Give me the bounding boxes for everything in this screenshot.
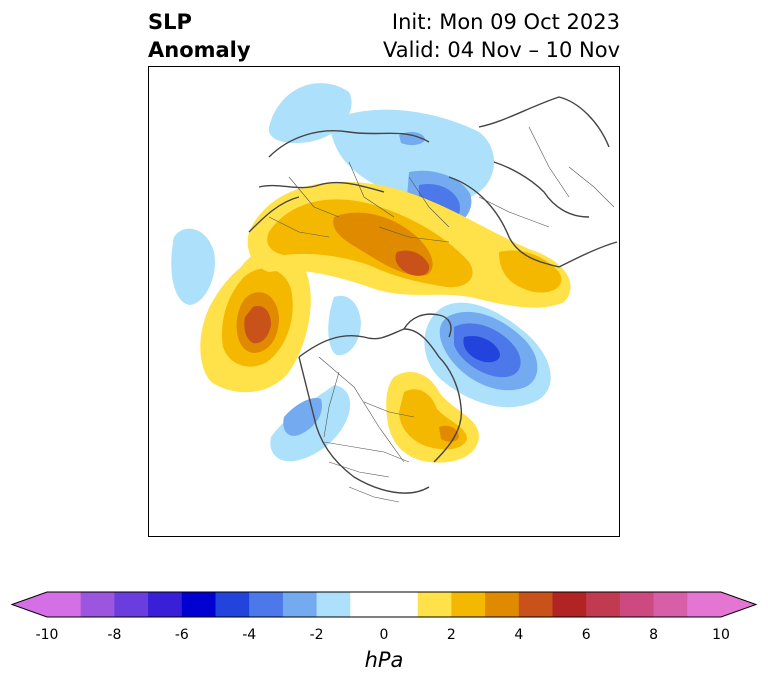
colorbar-tick-label: 10 bbox=[712, 627, 730, 643]
colorbar-tick-label: -6 bbox=[174, 627, 189, 643]
colorbar-tick-label: -8 bbox=[107, 627, 122, 643]
colorbar-tick-label: -2 bbox=[309, 627, 324, 643]
colorbar-segment bbox=[249, 592, 284, 617]
colorbar-segment bbox=[80, 592, 115, 617]
colorbar-segment bbox=[653, 592, 688, 617]
colorbar-segment bbox=[181, 592, 216, 617]
high-anomaly-north-pacific bbox=[200, 248, 311, 393]
colorbar-segment bbox=[485, 592, 520, 617]
colorbar-low-extension bbox=[12, 592, 47, 617]
colorbar-tick-label: -10 bbox=[35, 627, 59, 643]
slp-anomaly-map bbox=[148, 66, 620, 537]
low-anomaly-west-north-america bbox=[270, 295, 361, 462]
forecast-dates: Init: Mon 09 Oct 2023 Valid: 04 Nov – 10… bbox=[383, 8, 620, 64]
colorbar-tick-label: 6 bbox=[581, 627, 591, 643]
map-canvas bbox=[171, 83, 618, 503]
colorbar-segment bbox=[687, 592, 722, 617]
colorbar-tick-label: 0 bbox=[379, 627, 389, 643]
colorbar-tick-label: 8 bbox=[649, 627, 659, 643]
colorbar-segment bbox=[586, 592, 621, 617]
colorbar-segment bbox=[215, 592, 250, 617]
colorbar-tick-label: -4 bbox=[242, 627, 257, 643]
valid-range: Valid: 04 Nov – 10 Nov bbox=[383, 38, 620, 62]
colorbar-segment bbox=[282, 592, 318, 617]
borders bbox=[268, 126, 615, 503]
init-date: Init: Mon 09 Oct 2023 bbox=[391, 10, 620, 34]
colorbar-segment bbox=[384, 592, 419, 617]
colorbar-segment bbox=[148, 592, 183, 617]
colorbar-tick-label: 2 bbox=[446, 627, 456, 643]
map-title: SLP Anomaly bbox=[148, 10, 251, 62]
colorbar-segment bbox=[316, 592, 351, 617]
colorbar-segment bbox=[518, 592, 553, 617]
low-anomaly-arctic bbox=[171, 83, 352, 305]
coastlines bbox=[248, 96, 618, 494]
colorbar-high-extension bbox=[721, 592, 756, 617]
colorbar-segment bbox=[451, 592, 486, 617]
colorbar-segment bbox=[114, 592, 149, 617]
colorbar-units-label: hPa bbox=[364, 648, 404, 672]
colorbar-segment bbox=[47, 592, 82, 617]
colorbar-segment bbox=[552, 592, 587, 617]
high-anomaly-eastern-canada bbox=[386, 372, 479, 463]
colorbar-segment bbox=[619, 592, 655, 617]
colorbar bbox=[10, 591, 758, 618]
colorbar-outline bbox=[10, 591, 758, 618]
colorbar-tick-label: 4 bbox=[514, 627, 524, 643]
colorbar-segment bbox=[417, 592, 452, 617]
high-anomaly-eurasia bbox=[247, 181, 571, 308]
low-anomaly-north-atlantic bbox=[424, 302, 551, 408]
colorbar-segment bbox=[350, 592, 385, 617]
